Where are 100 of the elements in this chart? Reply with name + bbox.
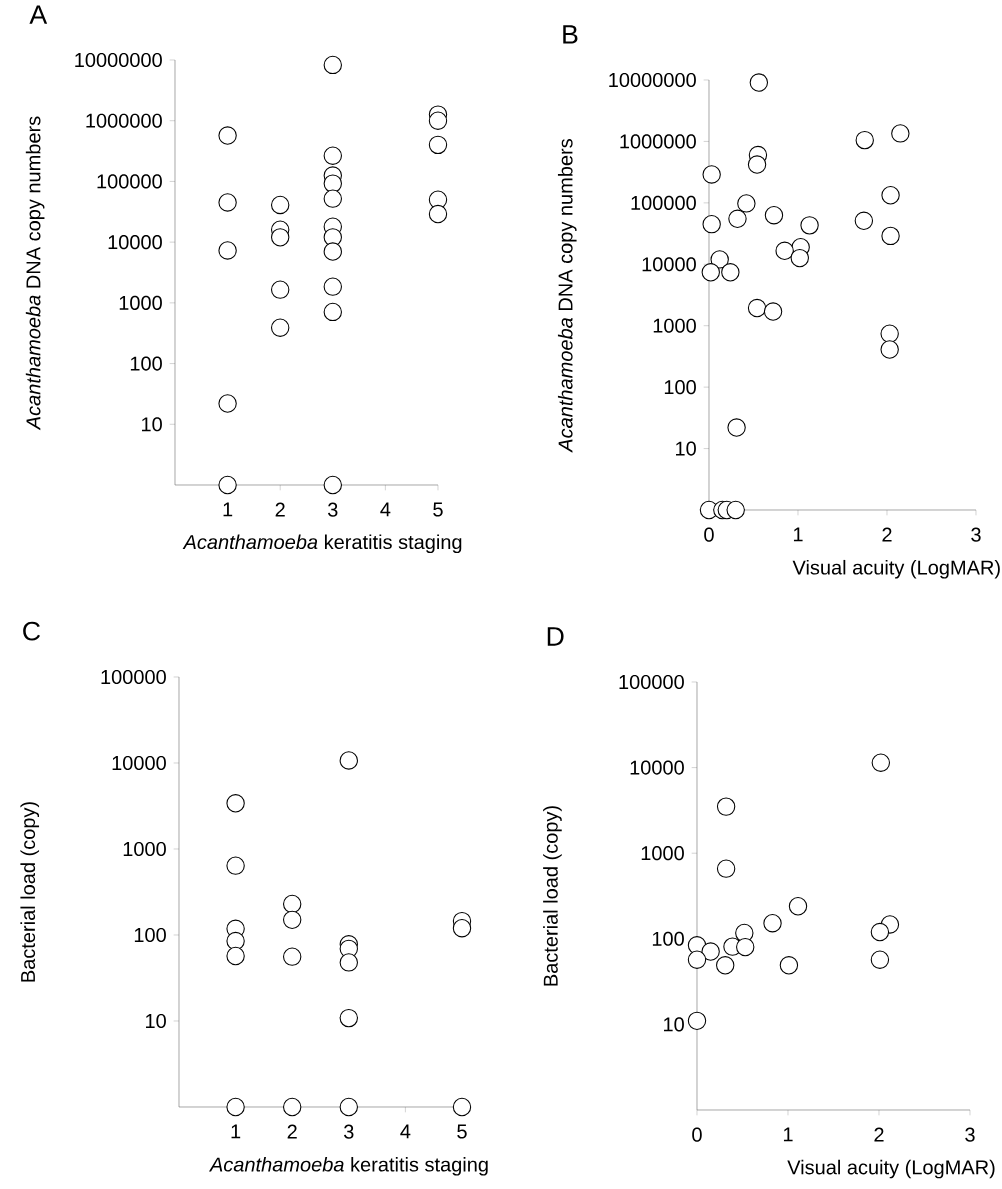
point <box>870 950 890 969</box>
x-tick-label: 2 <box>874 1127 884 1142</box>
point <box>218 193 237 212</box>
y-tick-label: 1000000 <box>86 113 162 128</box>
y-tick-label: 1000 <box>653 318 696 333</box>
point <box>218 126 237 145</box>
point <box>721 263 740 282</box>
point <box>323 302 342 322</box>
x-tick-label: 2 <box>882 527 892 542</box>
y-tick-label: 10000000 <box>75 52 162 68</box>
y-tick-label: 1000 <box>123 841 166 857</box>
chart-title: D <box>547 627 564 646</box>
x-axis-title: Acanthamoeba keratitis staging <box>182 534 462 554</box>
point <box>218 475 237 495</box>
point <box>282 910 302 930</box>
y-tick-label: 100000 <box>631 195 696 210</box>
point <box>788 897 808 916</box>
y-tick-label: 1000000 <box>620 134 696 149</box>
point <box>710 250 729 269</box>
point <box>790 248 809 268</box>
x-tick-label: 4 <box>380 502 391 517</box>
y-tick-label: 100000 <box>101 669 166 685</box>
x-tick-label: 0 <box>692 1127 702 1142</box>
x-tick-label: 2 <box>287 1124 297 1139</box>
point <box>747 155 767 174</box>
point <box>428 135 448 155</box>
point <box>701 263 720 282</box>
point <box>764 205 784 225</box>
x-tick-label: 3 <box>965 1127 975 1142</box>
point <box>339 751 358 770</box>
point <box>323 146 342 165</box>
point <box>323 475 342 495</box>
y-axis-title: Acanthamoeba DNA copy numbers <box>557 139 577 453</box>
x-tick-label: 1 <box>793 527 803 542</box>
point <box>270 280 290 299</box>
y-tick-label: 1000 <box>119 295 162 310</box>
point <box>323 174 342 193</box>
y-tick-label: 100 <box>664 380 696 395</box>
y-tick-label: 10000000 <box>609 72 696 88</box>
y-tick-label: 1000 <box>641 846 684 861</box>
point <box>880 324 899 343</box>
y-tick-label: 100 <box>652 931 684 946</box>
x-tick-label: 5 <box>433 502 443 517</box>
point <box>716 859 736 878</box>
y-tick-label: 10 <box>664 1017 684 1032</box>
point <box>716 956 735 975</box>
point <box>726 500 745 520</box>
point <box>218 394 237 413</box>
point <box>226 856 245 875</box>
x-tick-label: 5 <box>457 1124 467 1139</box>
x-axis-title: Acanthamoeba keratitis staging <box>208 1156 488 1176</box>
point <box>687 1011 707 1031</box>
x-axis-title: Visual acuity (LogMAR) <box>792 559 1000 579</box>
x-axis-title: Visual acuity (LogMAR) <box>787 1159 995 1179</box>
point <box>702 214 721 234</box>
y-tick-label: 100 <box>134 927 166 943</box>
y-tick-label: 10 <box>142 417 162 432</box>
y-tick-label: 100000 <box>619 674 684 690</box>
point <box>727 418 746 437</box>
point <box>452 1097 472 1117</box>
point <box>270 318 290 337</box>
point <box>701 942 720 961</box>
y-tick-label: 10000 <box>108 235 162 250</box>
point <box>282 947 302 966</box>
point <box>428 111 448 130</box>
y-tick-label: 10000 <box>630 760 684 775</box>
x-tick-label: 3 <box>343 1124 354 1139</box>
y-tick-label: 10000 <box>112 755 166 771</box>
point <box>749 73 769 92</box>
point <box>702 165 721 184</box>
point <box>339 1008 358 1028</box>
point <box>323 189 342 208</box>
point <box>323 242 342 261</box>
point <box>716 797 736 816</box>
point <box>736 937 755 957</box>
y-tick-label: 100 <box>130 356 162 371</box>
point <box>747 298 767 318</box>
point <box>323 277 342 296</box>
x-tick-label: 0 <box>704 527 714 542</box>
chart-title: A <box>29 5 48 24</box>
y-tick-label: 10 <box>146 1013 166 1029</box>
point <box>763 914 782 933</box>
point <box>881 186 900 205</box>
point <box>226 1097 245 1117</box>
point <box>270 228 290 247</box>
point <box>800 216 819 235</box>
point <box>737 194 756 213</box>
point <box>870 922 890 942</box>
point <box>226 946 245 966</box>
point <box>871 753 891 772</box>
point <box>763 302 783 321</box>
y-tick-label: 10000 <box>642 257 696 272</box>
point <box>339 1097 358 1117</box>
point <box>282 894 302 914</box>
y-tick-label: 10 <box>676 441 696 456</box>
x-tick-label: 1 <box>231 1124 241 1139</box>
y-axis-title: Acanthamoeba DNA copy numbers <box>25 116 45 431</box>
point <box>855 130 874 150</box>
chart-title: C <box>23 621 41 641</box>
point <box>452 918 472 938</box>
